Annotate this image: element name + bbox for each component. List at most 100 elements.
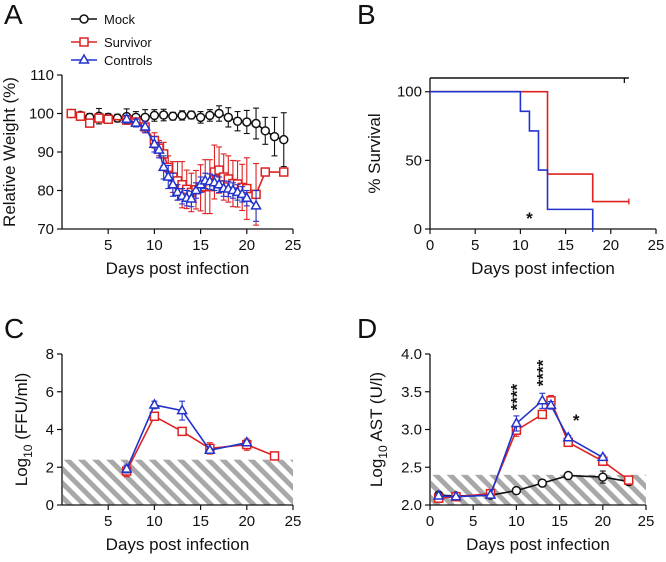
x-tick-label: 5 — [469, 513, 477, 530]
y-tick-label: 4.0 — [401, 346, 422, 363]
x-tick-label: 25 — [638, 513, 655, 530]
y-tick-label: 4 — [46, 422, 54, 439]
legend-marker — [78, 53, 90, 64]
y-tick-label: 8 — [46, 346, 54, 363]
data-point — [545, 398, 557, 410]
legend-marker — [79, 37, 89, 47]
y-axis-title: Log10 AST (U/l) — [367, 372, 390, 487]
y-axis-title: Relative Weight (%) — [0, 77, 19, 227]
data-point — [177, 110, 187, 121]
data-point — [139, 120, 151, 131]
data-point — [537, 409, 548, 420]
data-point — [269, 451, 280, 461]
data-point — [130, 116, 142, 127]
x-axis-title: Days post infection — [466, 535, 610, 554]
data-point — [162, 170, 175, 181]
x-axis-title: Days post infection — [106, 535, 250, 554]
y-tick-label: 3.0 — [401, 422, 422, 439]
significance-marker: * — [573, 411, 580, 430]
survival-curve-controls — [430, 90, 594, 229]
significance-marker: **** — [533, 359, 552, 386]
x-tick-label: 20 — [238, 237, 255, 254]
x-tick-label: 5 — [104, 513, 112, 530]
legend: Mock Survivor Controls — [71, 12, 153, 68]
significance-marker: * — [526, 209, 533, 228]
panel-letter-c: C — [4, 313, 24, 344]
data-point — [241, 436, 253, 447]
x-tick-label: 20 — [602, 237, 619, 254]
series-controls — [432, 392, 609, 501]
data-point — [103, 114, 113, 125]
y-axis-title-main: Log — [367, 459, 386, 487]
data-point — [120, 112, 133, 124]
y-tick-label: 100 — [29, 106, 54, 123]
x-axis-title: Days post infection — [106, 259, 250, 278]
data-point — [185, 192, 198, 203]
data-point — [176, 404, 188, 415]
panel-letter-d: D — [357, 313, 377, 344]
data-point — [153, 143, 165, 154]
data-point — [623, 475, 634, 485]
y-tick-label: 0 — [414, 221, 422, 238]
data-point — [140, 112, 150, 123]
x-tick-label: 10 — [146, 237, 163, 254]
data-point — [232, 116, 243, 126]
x-tick-label: 20 — [238, 513, 255, 530]
data-point — [236, 187, 248, 199]
series-line — [438, 399, 604, 498]
data-point — [279, 134, 289, 145]
series-controls — [120, 112, 262, 222]
data-point — [157, 160, 170, 172]
data-point — [195, 112, 206, 123]
y-axis-title-rest: (FFU/ml) — [12, 373, 31, 445]
y-tick-label: 6 — [46, 384, 54, 401]
data-point — [597, 450, 609, 462]
x-tick-label: 15 — [192, 513, 209, 530]
data-point — [598, 472, 608, 482]
x-tick-label: 10 — [146, 513, 163, 530]
y-axis-title: Log10 (FFU/ml) — [12, 373, 35, 487]
x-tick-label: 0 — [426, 513, 434, 530]
survival-curve-survivor — [430, 90, 629, 203]
x-tick-label: 25 — [285, 513, 302, 530]
y-axis-title-main: Log — [12, 458, 31, 486]
data-point — [148, 398, 161, 409]
x-tick-label: 0 — [426, 237, 434, 254]
y-tick-label: 90 — [37, 144, 54, 161]
x-tick-label: 10 — [508, 513, 525, 530]
data-point — [242, 117, 252, 127]
data-point — [171, 185, 184, 197]
data-point — [511, 485, 522, 496]
data-point — [158, 110, 169, 120]
data-point — [563, 470, 573, 481]
data-point — [84, 118, 95, 128]
panel-letter-a: A — [4, 0, 23, 30]
series-controls — [120, 398, 253, 474]
y-tick-label: 50 — [405, 152, 422, 169]
data-point — [536, 394, 549, 405]
data-point — [510, 416, 523, 428]
data-point — [213, 178, 225, 189]
y-tick-label: 2.5 — [401, 459, 422, 476]
limit-of-detection-band — [63, 459, 293, 505]
panel-d-ast-chart: 0 5 10 15 20 25 2.0 2.5 3.0 3.5 4.0 Days post infec… — [367, 346, 654, 554]
y-axis-title-rest: AST (U/l) — [367, 372, 386, 445]
data-point — [112, 113, 123, 123]
panel-b-survival-chart: 0 5 10 15 20 25 0 50 100 Days post infection % Sur… — [365, 77, 664, 278]
y-tick-label: 2.0 — [401, 497, 422, 514]
x-tick-label: 15 — [557, 237, 574, 254]
y-axis-title-subscript: 10 — [21, 444, 35, 458]
legend-label: Mock — [104, 12, 136, 27]
legend-label: Controls — [104, 53, 153, 68]
data-point — [186, 110, 197, 120]
data-point — [75, 111, 86, 121]
data-point — [190, 183, 202, 195]
data-point — [484, 488, 497, 499]
data-point — [205, 110, 215, 121]
y-tick-label: 2 — [46, 459, 54, 476]
data-point — [94, 113, 104, 123]
data-point — [279, 167, 289, 177]
data-point — [250, 199, 262, 210]
